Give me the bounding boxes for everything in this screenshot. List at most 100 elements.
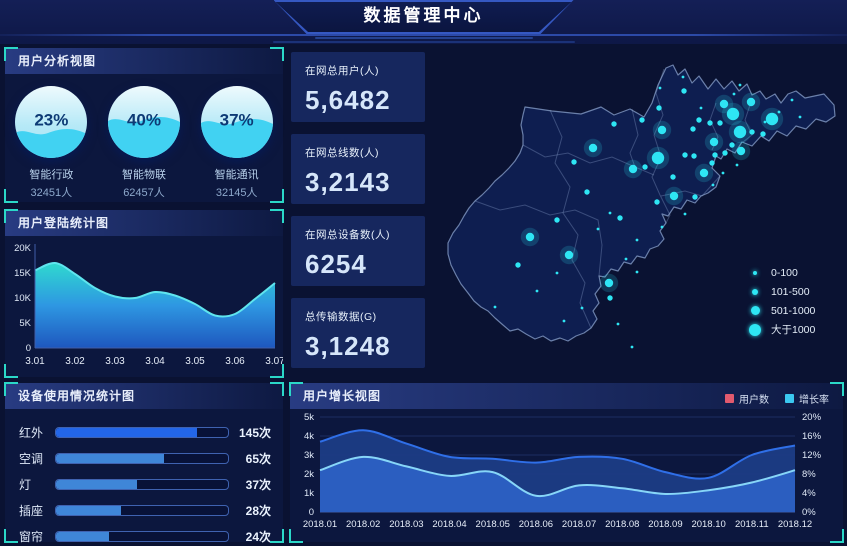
x-tick-label: 3.06 — [225, 356, 245, 367]
gauge-percent: 23% — [34, 110, 69, 130]
map-dot — [760, 131, 766, 137]
x-tick-label: 2018.08 — [605, 519, 639, 530]
legend-item[interactable]: 大于1000 — [748, 320, 815, 339]
stat-card: 在网总用户(人) 5,6482 — [291, 52, 425, 122]
map-inner-border — [742, 101, 753, 143]
bar-label: 插座 — [19, 503, 44, 518]
bar-value: 145次 — [238, 425, 271, 440]
bar-list: 红外 145次 空调 65次灯 37次 插座 28次 窗帘 24次 — [5, 409, 283, 546]
map-dot — [765, 112, 779, 126]
login-area-line — [34, 261, 276, 318]
map-dot — [735, 163, 739, 167]
x-tick-label: 3.02 — [65, 356, 85, 367]
gauge-count: 62457人 — [123, 187, 165, 199]
legend-item[interactable]: 0-100 — [748, 263, 815, 282]
map-dot — [525, 232, 535, 242]
bar-value: 24次 — [245, 529, 271, 544]
left-axis-label: 0 — [309, 507, 314, 518]
map-dot — [604, 278, 614, 288]
bubble-size-icon — [749, 323, 761, 336]
map-dot — [562, 319, 566, 323]
legend-swatch-icon — [785, 394, 794, 403]
right-axis-label: 0% — [802, 507, 816, 518]
corner-bracket-icon — [289, 382, 303, 396]
legend-item[interactable]: 501-1000 — [748, 301, 815, 320]
map-dot — [656, 105, 662, 111]
bar-label: 红外 — [19, 425, 44, 440]
stat-card: 在网总设备数(人) 6254 — [291, 216, 425, 286]
map-dot — [584, 189, 590, 195]
map-dot — [630, 345, 634, 349]
x-tick-label: 3.04 — [145, 356, 165, 367]
legend-item[interactable]: 用户数 — [725, 391, 769, 406]
right-axis-label: 4% — [802, 488, 816, 499]
map-dot — [635, 238, 639, 242]
right-axis-label: 8% — [802, 469, 816, 480]
corner-bracket-icon — [270, 209, 284, 223]
stat-label: 在网总线数(人) — [305, 147, 379, 159]
map-inner-border — [474, 200, 603, 277]
map-dot — [683, 212, 687, 216]
y-tick-label: 0 — [26, 343, 31, 354]
map-dot — [657, 125, 667, 135]
y-tick-label: 20K — [14, 243, 32, 254]
map-dot — [564, 250, 574, 260]
x-tick-label: 2018.03 — [389, 519, 423, 530]
map-dot — [580, 306, 584, 310]
bar-track — [55, 452, 229, 464]
x-tick-label: 2018.07 — [562, 519, 596, 530]
gauge-count: 32451人 — [30, 187, 73, 199]
corner-bracket-icon — [830, 529, 844, 543]
legend-dot-box — [748, 323, 762, 336]
map-dot — [732, 92, 736, 96]
x-tick-label: 2018.01 — [303, 519, 337, 530]
legend-label: 0-100 — [771, 266, 798, 279]
map-dot — [717, 120, 723, 126]
map-dot — [798, 115, 802, 119]
growth-line-chart[interactable]: 5k 4k 3k 2k 1k 0 20% 16% 12% 8% 4% 0% 2018.01 2018.02… — [290, 409, 843, 542]
panel-login-stats: 用户登陆统计图 20K 15K 10K 5K 0 3.01 3.02 3.03 3.04 3.05… — [4, 209, 285, 378]
map-dot — [722, 150, 728, 156]
province-map[interactable] — [430, 45, 847, 380]
x-tick-label: 2018.04 — [432, 519, 466, 530]
bar-fill — [56, 531, 110, 541]
corner-bracket-icon — [4, 47, 18, 61]
legend-label: 101-500 — [771, 285, 810, 298]
y-tick-label: 10K — [14, 293, 32, 304]
map-dot — [691, 153, 697, 159]
map-dot — [707, 120, 713, 126]
top-bar: 数据管理中心 — [0, 0, 847, 44]
legend-label: 增长率 — [799, 395, 829, 406]
map-dot — [571, 159, 577, 165]
legend-dot-box — [748, 306, 762, 315]
gauge-count: 32145人 — [215, 187, 258, 199]
map-dot — [639, 117, 645, 123]
bar-row: 红外 145次 — [5, 419, 283, 445]
x-tick-label: 2018.02 — [346, 519, 380, 530]
left-axis-label: 1k — [304, 488, 314, 499]
legend-label: 501-1000 — [771, 304, 816, 317]
corner-bracket-icon — [830, 382, 844, 396]
login-area-chart[interactable]: 20K 15K 10K 5K 0 3.01 3.02 3.03 3.04 3.05 3.06 3.07 — [5, 236, 285, 377]
bubble-size-icon — [752, 288, 758, 295]
x-tick-label: 2018.05 — [476, 519, 510, 530]
corner-bracket-icon — [4, 209, 18, 223]
growth-area-series — [320, 456, 795, 512]
bar-row: 灯 37次 — [5, 471, 283, 497]
x-tick-label: 3.07 — [265, 356, 283, 367]
x-tick-label: 2018.06 — [519, 519, 553, 530]
map-dot — [763, 120, 767, 124]
gauge-percent: 40% — [126, 110, 161, 130]
bar-value: 37次 — [245, 477, 271, 492]
map-dot — [658, 86, 662, 90]
map-dot — [642, 164, 648, 170]
title-trapezoid-fill — [275, 2, 572, 32]
x-tick-label: 2018.12 — [778, 519, 812, 530]
bar-row: 插座 28次 — [5, 497, 283, 523]
bar-track — [55, 504, 229, 516]
legend-item[interactable]: 增长率 — [785, 391, 829, 406]
legend-item[interactable]: 101-500 — [748, 282, 815, 301]
gauge-circle: 37% — [200, 86, 273, 158]
bar-label: 窗帘 — [19, 529, 44, 544]
login-area-series — [35, 262, 275, 348]
